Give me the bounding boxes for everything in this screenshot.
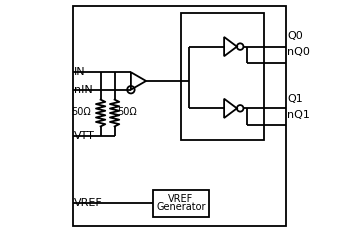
Text: VREF: VREF [168, 194, 194, 204]
Text: Q0: Q0 [287, 31, 303, 41]
Text: 50Ω: 50Ω [117, 107, 137, 117]
Text: Q1: Q1 [287, 94, 303, 104]
Text: 50Ω: 50Ω [72, 107, 91, 117]
Bar [153, 190, 209, 217]
Text: IN: IN [74, 67, 86, 77]
Text: VREF: VREF [74, 198, 103, 208]
Text: nQ0: nQ0 [287, 48, 310, 57]
Text: nIN: nIN [74, 85, 93, 95]
Text: nQ1: nQ1 [287, 110, 310, 120]
Text: Generator: Generator [156, 202, 206, 212]
Bar [181, 13, 264, 140]
Text: VTT: VTT [74, 131, 95, 141]
